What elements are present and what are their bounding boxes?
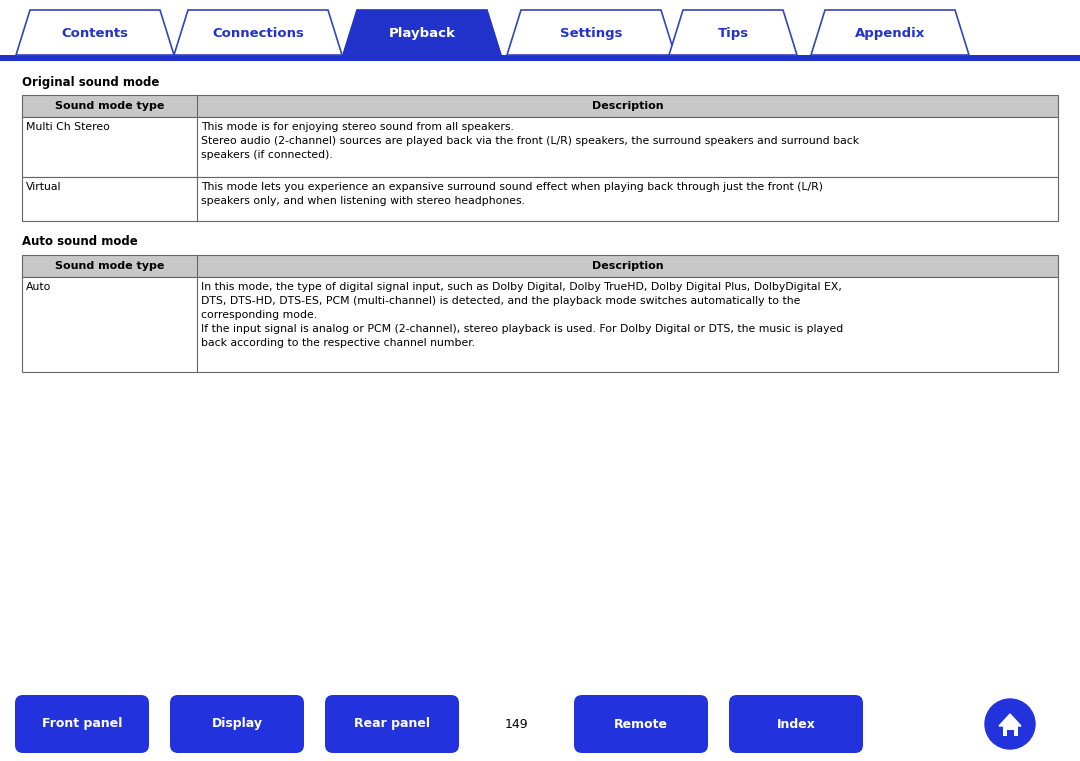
Polygon shape (16, 10, 174, 55)
FancyBboxPatch shape (170, 695, 303, 753)
Polygon shape (174, 10, 342, 55)
Text: Original sound mode: Original sound mode (22, 76, 160, 89)
Bar (22, 117, 1058, 177)
Text: Sound mode type: Sound mode type (55, 261, 164, 271)
Circle shape (985, 699, 1035, 749)
Polygon shape (999, 714, 1021, 726)
Text: Contents: Contents (62, 27, 129, 40)
Text: Virtual: Virtual (26, 182, 62, 192)
Bar (0, 55, 1080, 61)
Text: Connections: Connections (212, 27, 303, 40)
Text: Playback: Playback (389, 27, 456, 40)
Text: Description: Description (592, 101, 663, 111)
Bar (1002, 726, 1017, 736)
FancyBboxPatch shape (729, 695, 863, 753)
Text: Index: Index (777, 718, 815, 731)
Text: Rear panel: Rear panel (354, 718, 430, 731)
Polygon shape (507, 10, 675, 55)
Text: Auto sound mode: Auto sound mode (22, 235, 138, 248)
Bar (22, 95, 1058, 117)
Text: Description: Description (592, 261, 663, 271)
Text: Settings: Settings (559, 27, 622, 40)
Text: Appendix: Appendix (855, 27, 926, 40)
FancyBboxPatch shape (15, 695, 149, 753)
FancyBboxPatch shape (325, 695, 459, 753)
Text: Display: Display (212, 718, 262, 731)
Text: Multi Ch Stereo: Multi Ch Stereo (26, 122, 110, 132)
Text: 149: 149 (504, 718, 528, 731)
Text: Remote: Remote (615, 718, 669, 731)
Bar (22, 255, 1058, 277)
Text: Front panel: Front panel (42, 718, 122, 731)
Text: In this mode, the type of digital signal input, such as Dolby Digital, Dolby Tru: In this mode, the type of digital signal… (201, 282, 843, 348)
Polygon shape (669, 10, 797, 55)
Text: Sound mode type: Sound mode type (55, 101, 164, 111)
Text: Auto: Auto (26, 282, 52, 292)
Bar (22, 177, 1058, 221)
Bar (22, 277, 1058, 372)
Text: This mode lets you experience an expansive surround sound effect when playing ba: This mode lets you experience an expansi… (201, 182, 823, 206)
Bar (1007, 730, 1013, 736)
Text: Tips: Tips (717, 27, 748, 40)
Text: This mode is for enjoying stereo sound from all speakers.
Stereo audio (2-channe: This mode is for enjoying stereo sound f… (201, 122, 859, 160)
Polygon shape (343, 10, 501, 55)
Polygon shape (811, 10, 969, 55)
FancyBboxPatch shape (573, 695, 708, 753)
